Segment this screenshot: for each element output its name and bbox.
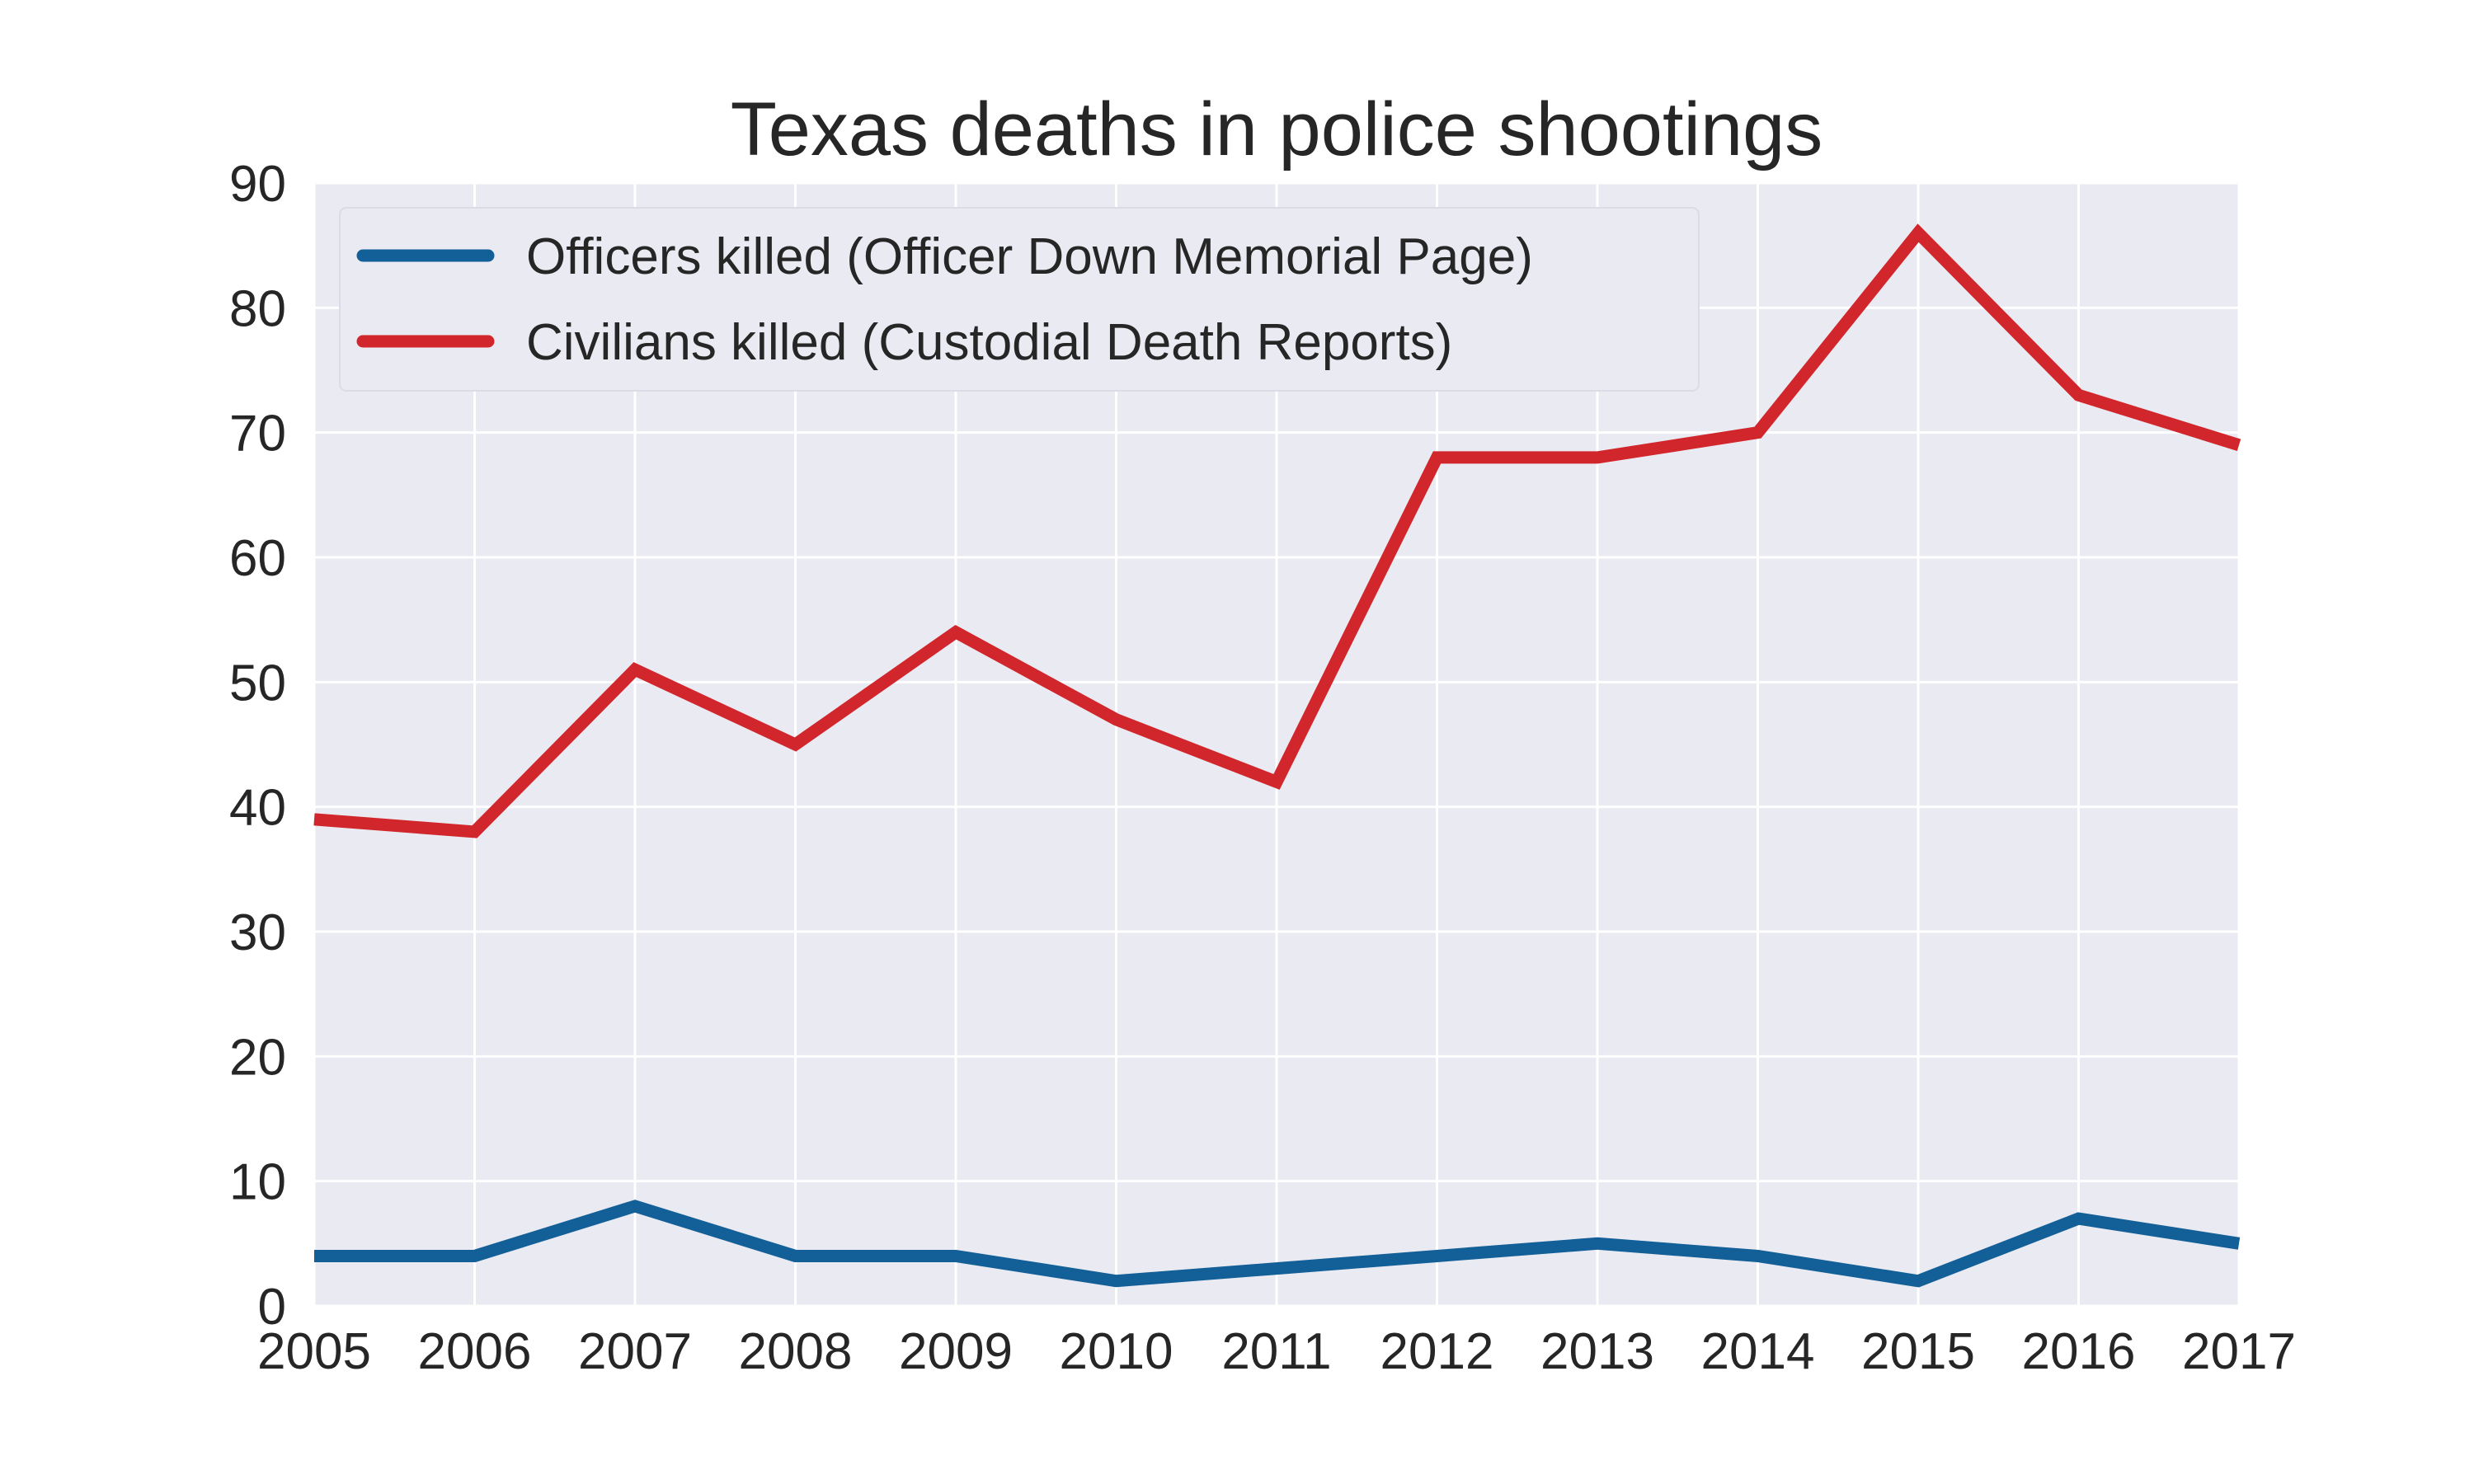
y-tick-label: 40 xyxy=(229,780,286,837)
y-tick-label: 50 xyxy=(229,655,286,711)
legend: Officers killed (Officer Down Memorial P… xyxy=(339,207,1700,392)
x-tick-label: 2008 xyxy=(739,1323,853,1380)
x-axis-tick-labels: 2005 2006 2007 2008 2009 2010 2011 2012 2013 2014… xyxy=(257,1323,2296,1380)
x-tick-label: 2006 xyxy=(418,1323,532,1380)
x-tick-label: 2016 xyxy=(2022,1323,2136,1380)
legend-frame xyxy=(339,207,1700,392)
x-tick-label: 2012 xyxy=(1380,1323,1494,1380)
x-tick-label: 2010 xyxy=(1060,1323,1174,1380)
x-tick-label: 2009 xyxy=(899,1323,1013,1380)
x-tick-label: 2015 xyxy=(1861,1323,1975,1380)
chart-title: Texas deaths in police shootings xyxy=(731,87,1823,171)
x-tick-label: 2007 xyxy=(578,1323,692,1380)
legend-label: Civilians killed (Custodial Death Report… xyxy=(526,314,1452,371)
x-tick-label: 2011 xyxy=(1221,1323,1331,1380)
x-tick-label: 2017 xyxy=(2182,1323,2296,1380)
x-tick-label: 2014 xyxy=(1701,1323,1815,1380)
y-tick-label: 0 xyxy=(258,1279,286,1336)
series-layer xyxy=(313,223,2241,1288)
y-tick-label: 70 xyxy=(229,406,286,463)
y-tick-label: 60 xyxy=(229,530,286,587)
y-tick-label: 80 xyxy=(229,280,286,337)
x-tick-label: 2005 xyxy=(257,1323,371,1380)
y-tick-label: 30 xyxy=(229,904,286,961)
y-tick-label: 20 xyxy=(229,1029,286,1086)
y-tick-label: 10 xyxy=(229,1154,286,1211)
x-tick-label: 2013 xyxy=(1540,1323,1654,1380)
y-tick-label: 90 xyxy=(229,156,286,213)
y-axis-tick-labels: 0 10 20 30 40 50 60 70 80 90 xyxy=(229,156,286,1336)
legend-label: Officers killed (Officer Down Memorial P… xyxy=(526,228,1533,285)
